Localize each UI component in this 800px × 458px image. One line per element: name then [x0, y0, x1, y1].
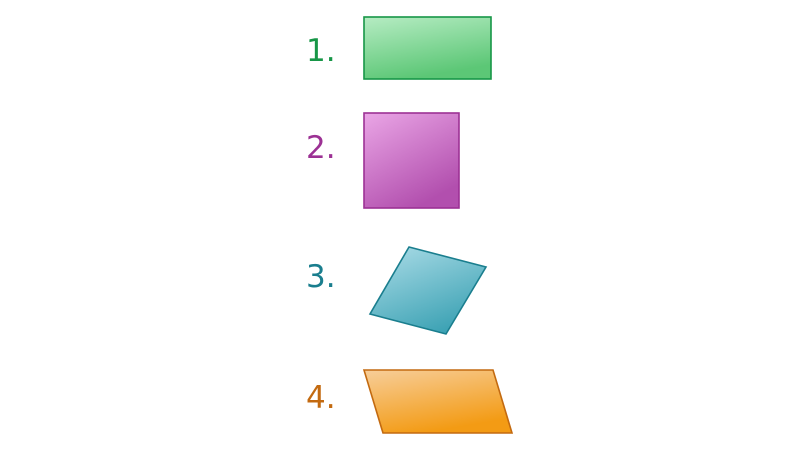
item-4-number: 4.: [306, 380, 336, 416]
item-3-number: 3.: [306, 259, 336, 295]
item-3-rhombus-shape: [368, 246, 488, 335]
item-2-number: 2.: [306, 130, 336, 166]
item-2-square-shape: [363, 112, 460, 209]
item-1-number: 1.: [306, 33, 336, 69]
item-4-parallelogram-shape: [362, 369, 514, 434]
item-1-rectangle-shape: [363, 16, 492, 80]
